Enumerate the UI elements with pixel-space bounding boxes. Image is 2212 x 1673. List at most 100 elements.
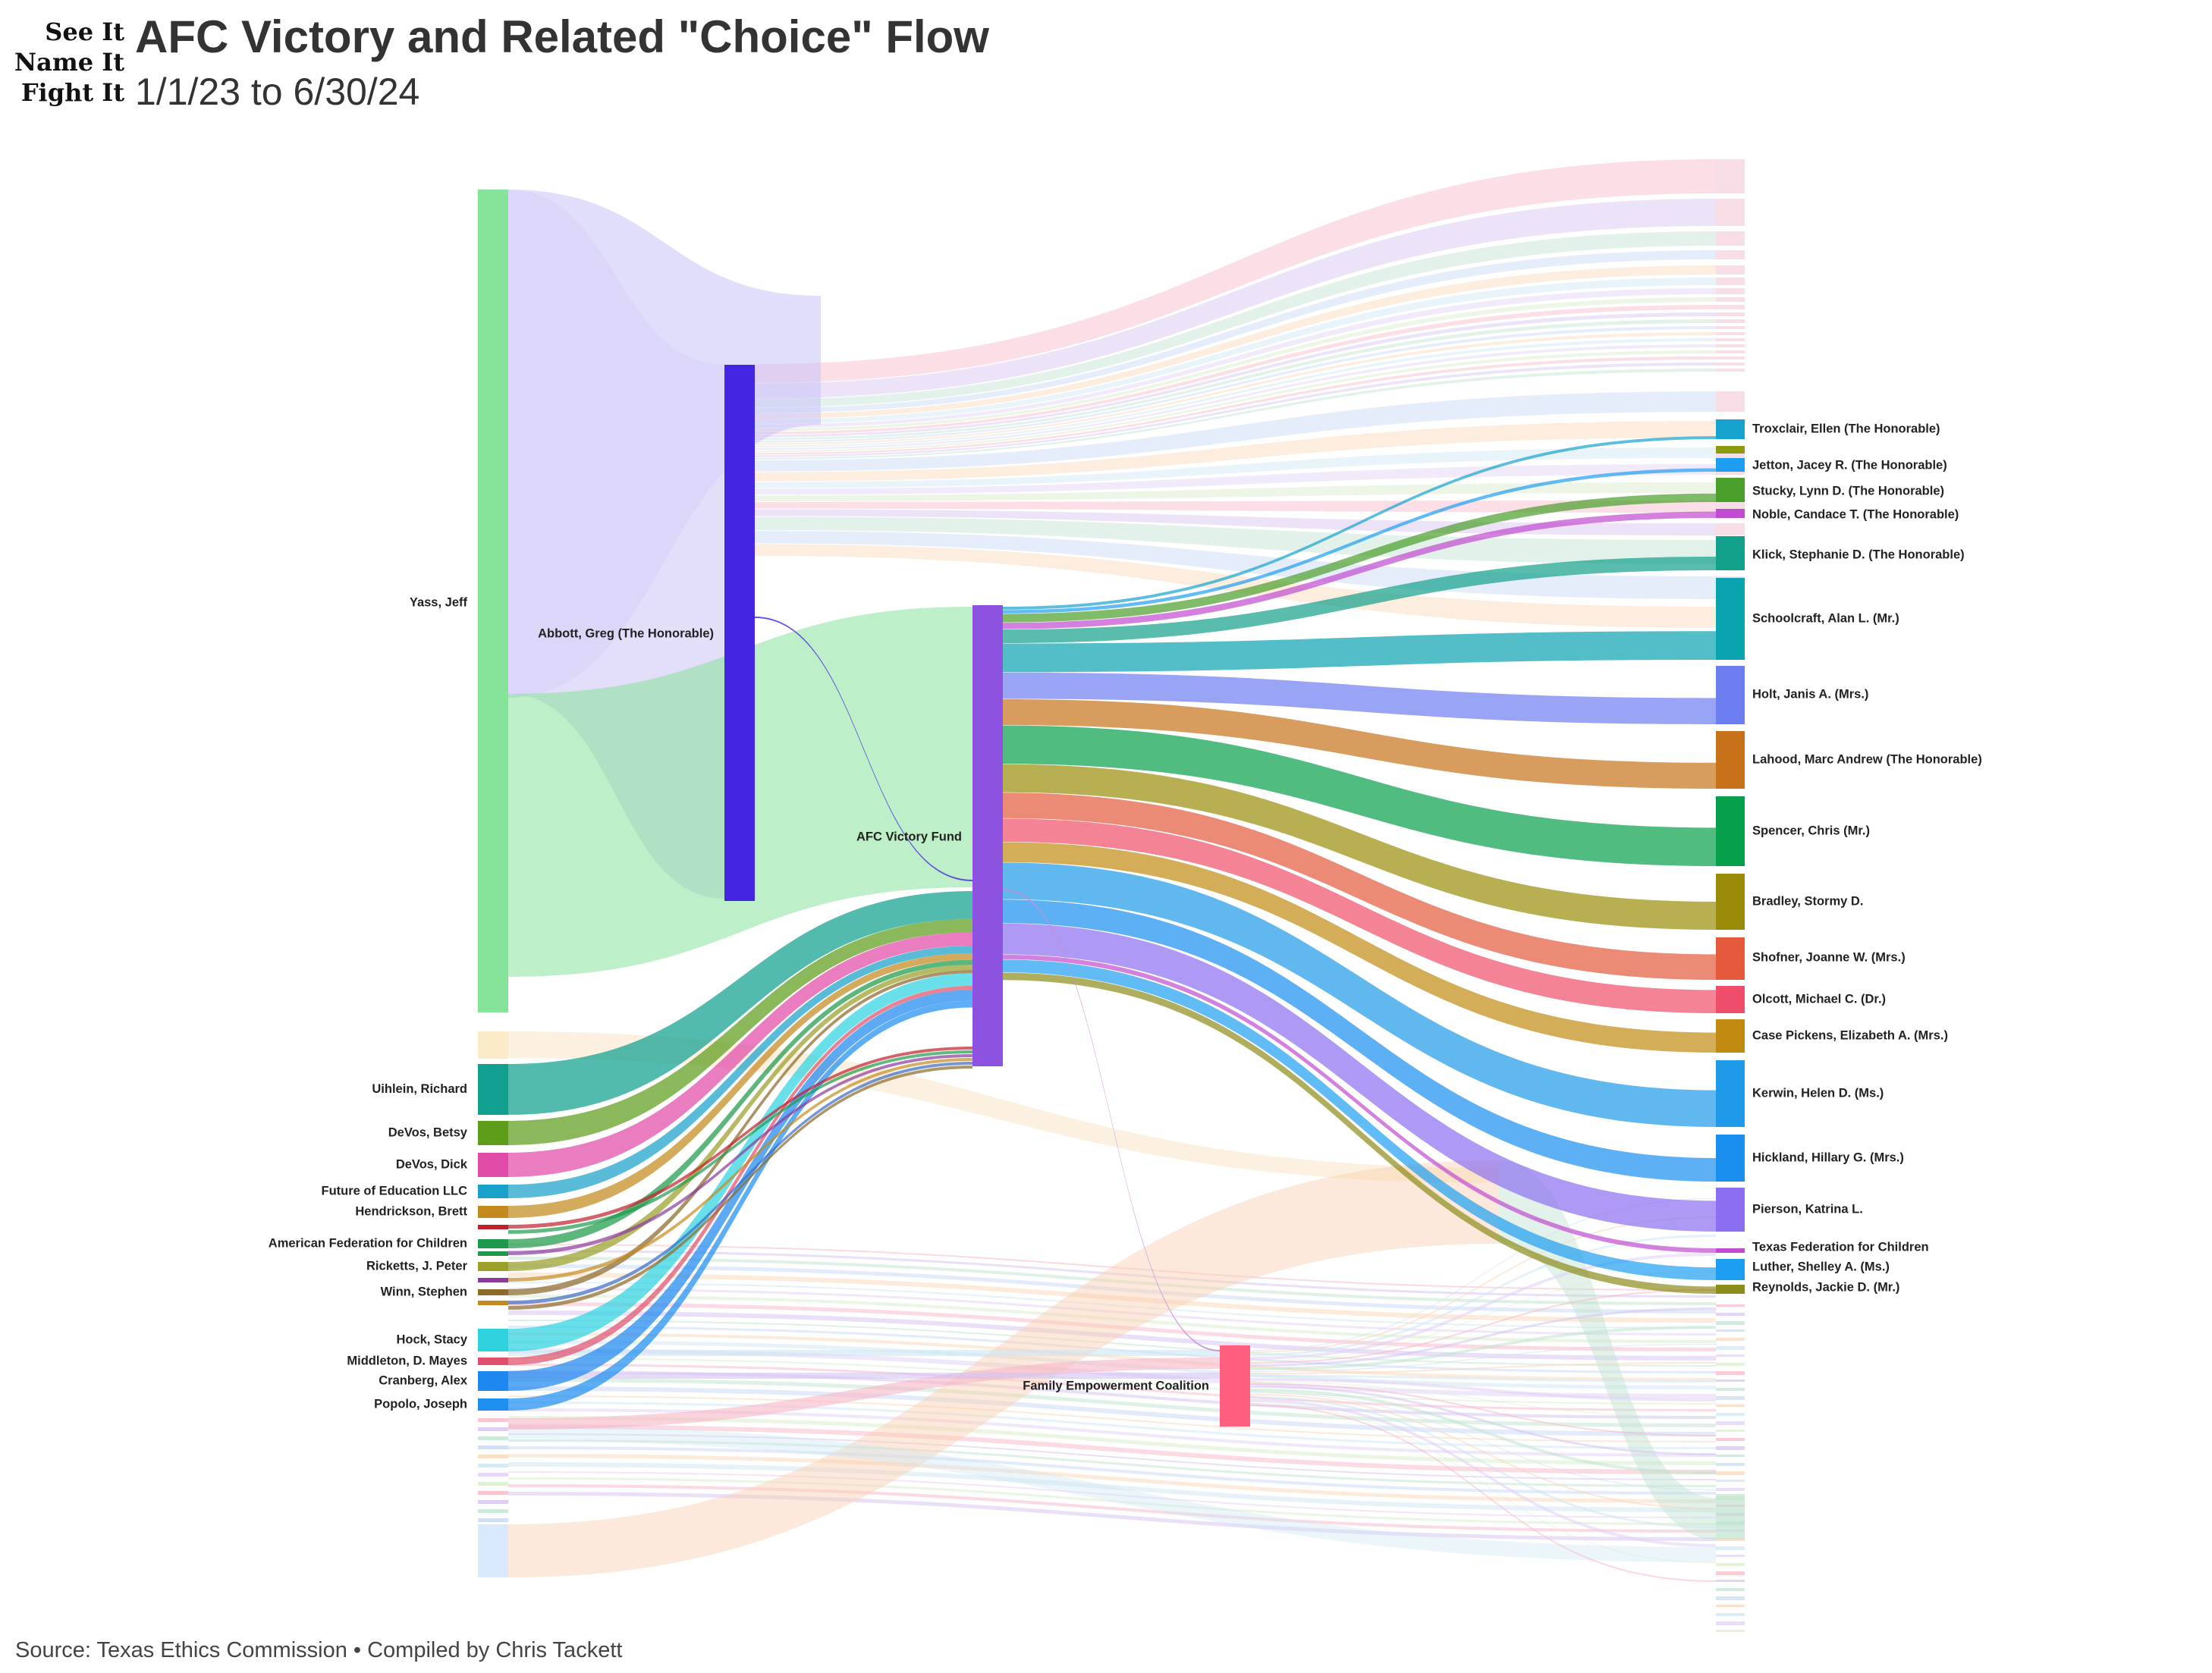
hub-label-afc: AFC Victory Fund xyxy=(856,830,962,843)
recipient-node-troxclair xyxy=(1716,419,1745,439)
hub-node-afc xyxy=(972,605,1003,1066)
background-flow xyxy=(508,1462,1716,1512)
recipient-label-schoolcraft: Schoolcraft, Alan L. (Mr.) xyxy=(1752,611,1899,625)
hub-label-fec: Family Empowerment Coalition xyxy=(1023,1379,1209,1392)
recipient-node-minor xyxy=(1716,1571,1745,1575)
flow-hendrickson-afc xyxy=(508,953,972,1218)
recipient-node-minor xyxy=(1716,356,1745,359)
donor-node-betsy xyxy=(478,1121,508,1145)
recipient-node-kerwin xyxy=(1716,1060,1745,1127)
recipient-node-minor xyxy=(1716,1329,1745,1332)
recipient-node-pickens xyxy=(1716,1019,1745,1053)
background-flow xyxy=(755,447,1716,488)
background-flow xyxy=(755,297,1716,432)
recipient-node-minor xyxy=(1716,1488,1745,1491)
recipient-node-minor xyxy=(1716,1446,1745,1450)
background-flow xyxy=(755,250,1716,413)
donor-node-minor xyxy=(478,1455,508,1458)
recipient-node-holt xyxy=(1716,666,1745,724)
flow-afc-kerwin xyxy=(1003,862,1716,1127)
recipient-label-tfc: Texas Federation for Children xyxy=(1752,1240,1929,1254)
background-flow xyxy=(755,159,1716,383)
donor-node-uihlein xyxy=(478,1064,508,1115)
logo-line: Name It xyxy=(14,48,124,77)
background-flow xyxy=(755,421,1716,482)
recipient-label-pierson: Pierson, Katrina L. xyxy=(1752,1202,1863,1216)
recipient-node-minor xyxy=(1716,350,1745,353)
background-flow xyxy=(755,369,1716,460)
recipient-label-bradley: Bradley, Stormy D. xyxy=(1752,894,1863,908)
flow-afc-pierson xyxy=(1003,923,1716,1232)
recipient-node-minor xyxy=(1716,1546,1745,1550)
donor-node-minor xyxy=(478,1031,508,1059)
background-flow xyxy=(1250,1307,1716,1367)
flow-afc-stucky xyxy=(1003,493,1716,623)
recipient-node-minor xyxy=(1716,1371,1745,1375)
background-flow xyxy=(508,1282,1716,1329)
recipient-node-minor xyxy=(1716,326,1745,329)
donor-node-minor xyxy=(478,1509,508,1513)
flow-afc-troxclair xyxy=(1003,436,1716,610)
recipient-node-minor xyxy=(1716,1421,1745,1425)
background-flow xyxy=(755,482,1716,501)
logo-line: See It xyxy=(45,17,124,46)
background-flow xyxy=(508,1264,1716,1314)
flow-minor-donor xyxy=(508,1047,972,1229)
donor-node-minor xyxy=(478,1482,508,1486)
background-flow xyxy=(508,1484,1716,1533)
background-flow xyxy=(508,1416,1716,1465)
recipient-node-minor xyxy=(1716,1555,1745,1557)
recipient-label-olcott: Olcott, Michael C. (Dr.) xyxy=(1752,992,1886,1006)
recipient-node-minor xyxy=(1716,1480,1745,1482)
background-flow xyxy=(508,1358,1716,1405)
flow-afc-noble xyxy=(1003,511,1716,629)
donor-node-dick xyxy=(478,1153,508,1177)
donor-label-future: Future of Education LLC xyxy=(322,1184,468,1197)
background-flow xyxy=(508,1310,1716,1361)
background-flow xyxy=(1250,1216,1716,1353)
donor-label-dick: DeVos, Dick xyxy=(396,1157,468,1171)
flow-winn-afc xyxy=(508,969,972,1295)
recipient-node-shofner xyxy=(1716,937,1745,980)
recipient-node-minor xyxy=(1716,199,1745,226)
background-flow xyxy=(508,1401,1716,1449)
recipient-node-reynolds xyxy=(1716,1285,1745,1294)
recipient-label-klick: Klick, Stephanie D. (The Honorable) xyxy=(1752,548,1965,561)
donor-label-yass: Yass, Jeff xyxy=(410,595,468,609)
flow-afc-klick xyxy=(1003,557,1716,643)
donor-node-popolo xyxy=(478,1398,508,1411)
flow-afc-reynolds xyxy=(1003,972,1716,1294)
donor-label-betsy: DeVos, Betsy xyxy=(388,1125,468,1139)
recipient-label-hickland: Hickland, Hillary G. (Mrs.) xyxy=(1752,1150,1904,1164)
background-flow xyxy=(508,1424,1716,1474)
background-flow xyxy=(755,312,1716,438)
background-flow xyxy=(755,356,1716,455)
background-flow xyxy=(1250,1326,1716,1370)
donor-label-winn: Winn, Stephen xyxy=(381,1285,467,1298)
background-flow xyxy=(1250,1375,1716,1383)
donor-node-winn xyxy=(478,1289,508,1295)
recipient-node-minor xyxy=(1716,1388,1745,1391)
recipient-node-minor xyxy=(1716,1563,1745,1566)
flow-popolo-afc xyxy=(508,1000,972,1411)
background-flow xyxy=(508,1386,1716,1436)
flow-hock-afc xyxy=(508,973,972,1351)
donor-node-minor xyxy=(478,1278,508,1282)
nodes xyxy=(478,159,1745,1632)
background-flow xyxy=(508,1477,1716,1525)
flow-future-afc xyxy=(508,946,972,1198)
recipient-label-troxclair: Troxclair, Ellen (The Honorable) xyxy=(1752,422,1940,435)
recipient-node-hickland xyxy=(1716,1135,1745,1182)
background-flow xyxy=(1250,1362,1716,1374)
recipient-node-minor xyxy=(1716,1396,1745,1400)
donor-node-minor xyxy=(478,1418,508,1422)
background-flow xyxy=(508,1326,1716,1373)
background-flow xyxy=(1250,1396,1716,1528)
background-flow xyxy=(508,1426,1716,1562)
main-flows xyxy=(508,190,1716,1411)
flow-minor-donor xyxy=(508,1066,972,1310)
recipient-node-minor xyxy=(1716,1313,1745,1316)
flow-afc-pickens xyxy=(1003,842,1716,1053)
flow-minor-donor xyxy=(508,1062,972,1304)
